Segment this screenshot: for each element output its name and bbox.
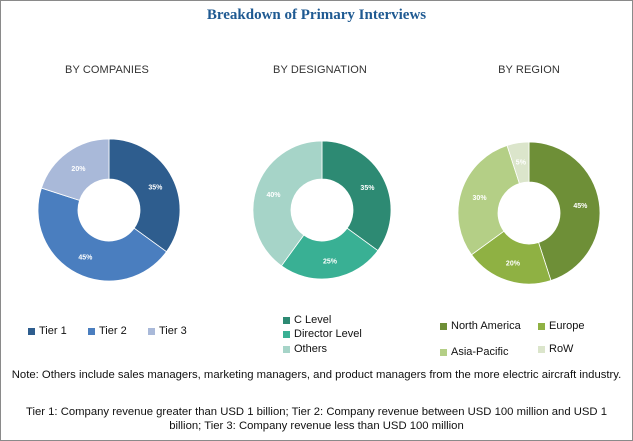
legend-item-tier-3: Tier 3: [148, 325, 187, 337]
legend-label: Tier 3: [159, 325, 187, 337]
legend-item-north-america: North America: [440, 320, 521, 332]
legend-swatch: [28, 327, 35, 335]
legend-swatch: [538, 322, 545, 330]
data-label: 5%: [516, 160, 527, 167]
legend-label: Others: [294, 343, 328, 355]
legend-label: RoW: [549, 343, 574, 355]
donut-slice-tier-3: [40, 138, 110, 201]
legend-swatch: [88, 327, 95, 335]
legend-swatch: [283, 316, 290, 324]
legend-label: Director Level: [294, 328, 362, 340]
legend-label: Tier 2: [99, 325, 127, 337]
donut-slice-tier-1: [108, 138, 181, 253]
tiers-note: Tier 1: Company revenue greater than USD…: [25, 406, 608, 432]
data-label: 35%: [148, 184, 163, 191]
legend-label: Europe: [549, 320, 585, 332]
legend-swatch: [283, 345, 290, 353]
legend-label: C Level: [294, 314, 332, 326]
donut-slice-row: [506, 141, 530, 185]
legend-label: North America: [451, 320, 521, 332]
donut-slice-c-level: [321, 140, 392, 252]
legend-label: Tier 1: [39, 325, 67, 337]
data-label: 35%: [360, 185, 375, 192]
legend-swatch: [283, 330, 290, 338]
legend-item-c-level: C Level: [283, 314, 331, 326]
region-chart-heading: BY REGION: [498, 64, 560, 76]
legend-swatch: [148, 327, 155, 335]
legend-item-director-level: Director Level: [283, 328, 362, 340]
data-label: 25%: [323, 258, 338, 265]
data-label: 45%: [78, 254, 93, 261]
others-note: Note: Others include sales managers, mar…: [11, 369, 622, 381]
donut-slice-asia-pacific: [457, 144, 520, 256]
legend-item-europe: Europe: [538, 320, 584, 332]
data-label: 30%: [473, 195, 488, 202]
legend-swatch: [440, 348, 447, 356]
data-label: 20%: [506, 260, 521, 267]
chart-title: Breakdown of Primary Interviews: [206, 7, 427, 23]
data-label: 40%: [266, 192, 281, 199]
legend-item-others: Others: [283, 343, 327, 355]
donut-slice-director-level: [280, 227, 379, 280]
donut-slice-north-america: [528, 141, 601, 282]
donut-slice-others: [252, 140, 323, 267]
legend-label: Asia-Pacific: [451, 346, 509, 358]
legend-swatch: [538, 345, 545, 353]
companies-chart-heading: BY COMPANIES: [65, 64, 149, 76]
designation-chart-heading: BY DESIGNATION: [273, 64, 367, 76]
donut-slice-tier-2: [37, 187, 167, 282]
data-label: 45%: [573, 203, 588, 210]
legend-item-tier-1: Tier 1: [28, 325, 67, 337]
legend-item-row: RoW: [538, 343, 573, 355]
data-label: 20%: [71, 166, 86, 173]
legend-swatch: [440, 322, 447, 330]
legend-item-tier-2: Tier 2: [88, 325, 127, 337]
legend-item-asia-pacific: Asia-Pacific: [440, 346, 508, 358]
